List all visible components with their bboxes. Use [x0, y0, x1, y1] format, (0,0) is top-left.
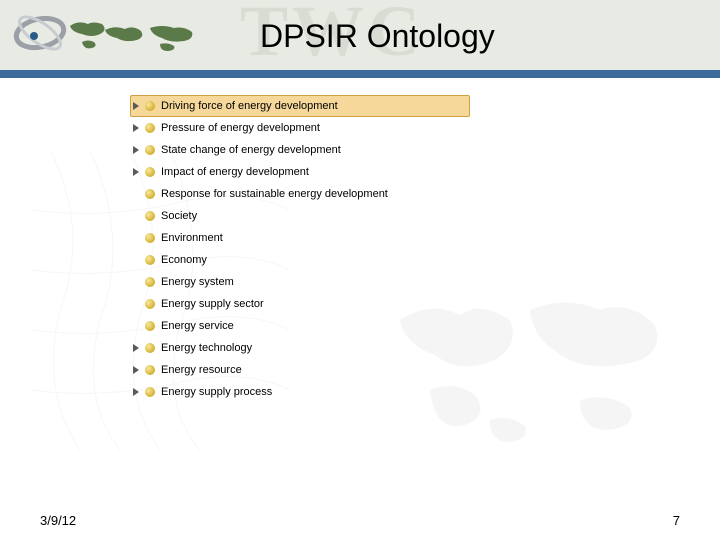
tree-item[interactable]: Energy resource — [130, 359, 470, 381]
class-bullet-icon — [145, 321, 155, 331]
class-bullet-icon — [145, 277, 155, 287]
tree-item[interactable]: Driving force of energy development — [130, 95, 470, 117]
tree-item[interactable]: Response for sustainable energy developm… — [130, 183, 470, 205]
class-bullet-icon — [145, 145, 155, 155]
tree-item[interactable]: Energy supply sector — [130, 293, 470, 315]
tree-item-label: Pressure of energy development — [161, 122, 320, 134]
tree-item-label: Energy supply sector — [161, 298, 264, 310]
tree-item[interactable]: Energy service — [130, 315, 470, 337]
class-bullet-icon — [145, 123, 155, 133]
expand-arrow-icon[interactable] — [133, 124, 139, 132]
tree-item[interactable]: Economy — [130, 249, 470, 271]
tree-item-label: Energy resource — [161, 364, 242, 376]
slide-header: TWC DPSIR Ontology — [0, 0, 720, 70]
tree-item-label: Energy service — [161, 320, 234, 332]
tree-item[interactable]: Energy technology — [130, 337, 470, 359]
tree-item-label: Environment — [161, 232, 223, 244]
class-bullet-icon — [145, 167, 155, 177]
class-bullet-icon — [145, 255, 155, 265]
expand-arrow-icon[interactable] — [133, 388, 139, 396]
class-bullet-icon — [145, 101, 155, 111]
tree-item-label: Energy supply process — [161, 386, 272, 398]
tree-item[interactable]: Energy supply process — [130, 381, 470, 403]
class-bullet-icon — [145, 189, 155, 199]
footer-date: 3/9/12 — [40, 513, 76, 528]
expand-arrow-icon[interactable] — [133, 146, 139, 154]
tree-item[interactable]: Environment — [130, 227, 470, 249]
expand-arrow-icon[interactable] — [133, 366, 139, 374]
class-bullet-icon — [145, 299, 155, 309]
tree-item-label: Energy system — [161, 276, 234, 288]
class-bullet-icon — [145, 211, 155, 221]
tree-item-label: Driving force of energy development — [161, 100, 338, 112]
slide-footer: 3/9/12 7 — [0, 513, 720, 528]
expand-arrow-icon[interactable] — [133, 344, 139, 352]
tree-item-label: Society — [161, 210, 197, 222]
tree-item[interactable]: Society — [130, 205, 470, 227]
class-bullet-icon — [145, 387, 155, 397]
footer-page-number: 7 — [673, 513, 680, 528]
tree-item[interactable]: Pressure of energy development — [130, 117, 470, 139]
logo — [10, 8, 210, 58]
class-bullet-icon — [145, 365, 155, 375]
tree-item-label: State change of energy development — [161, 144, 341, 156]
tree-item[interactable]: Impact of energy development — [130, 161, 470, 183]
slide: TWC DPSIR Ontology Driving force of ener… — [0, 0, 720, 540]
tree-item-label: Response for sustainable energy developm… — [161, 188, 388, 200]
tree-item-label: Impact of energy development — [161, 166, 309, 178]
class-bullet-icon — [145, 233, 155, 243]
expand-arrow-icon[interactable] — [133, 168, 139, 176]
tree-item[interactable]: Energy system — [130, 271, 470, 293]
tree-item[interactable]: State change of energy development — [130, 139, 470, 161]
expand-arrow-icon[interactable] — [133, 102, 139, 110]
page-title: DPSIR Ontology — [260, 18, 495, 55]
ontology-tree: Driving force of energy development Press… — [130, 95, 470, 403]
class-bullet-icon — [145, 343, 155, 353]
tree-item-label: Economy — [161, 254, 207, 266]
tree-item-label: Energy technology — [161, 342, 252, 354]
